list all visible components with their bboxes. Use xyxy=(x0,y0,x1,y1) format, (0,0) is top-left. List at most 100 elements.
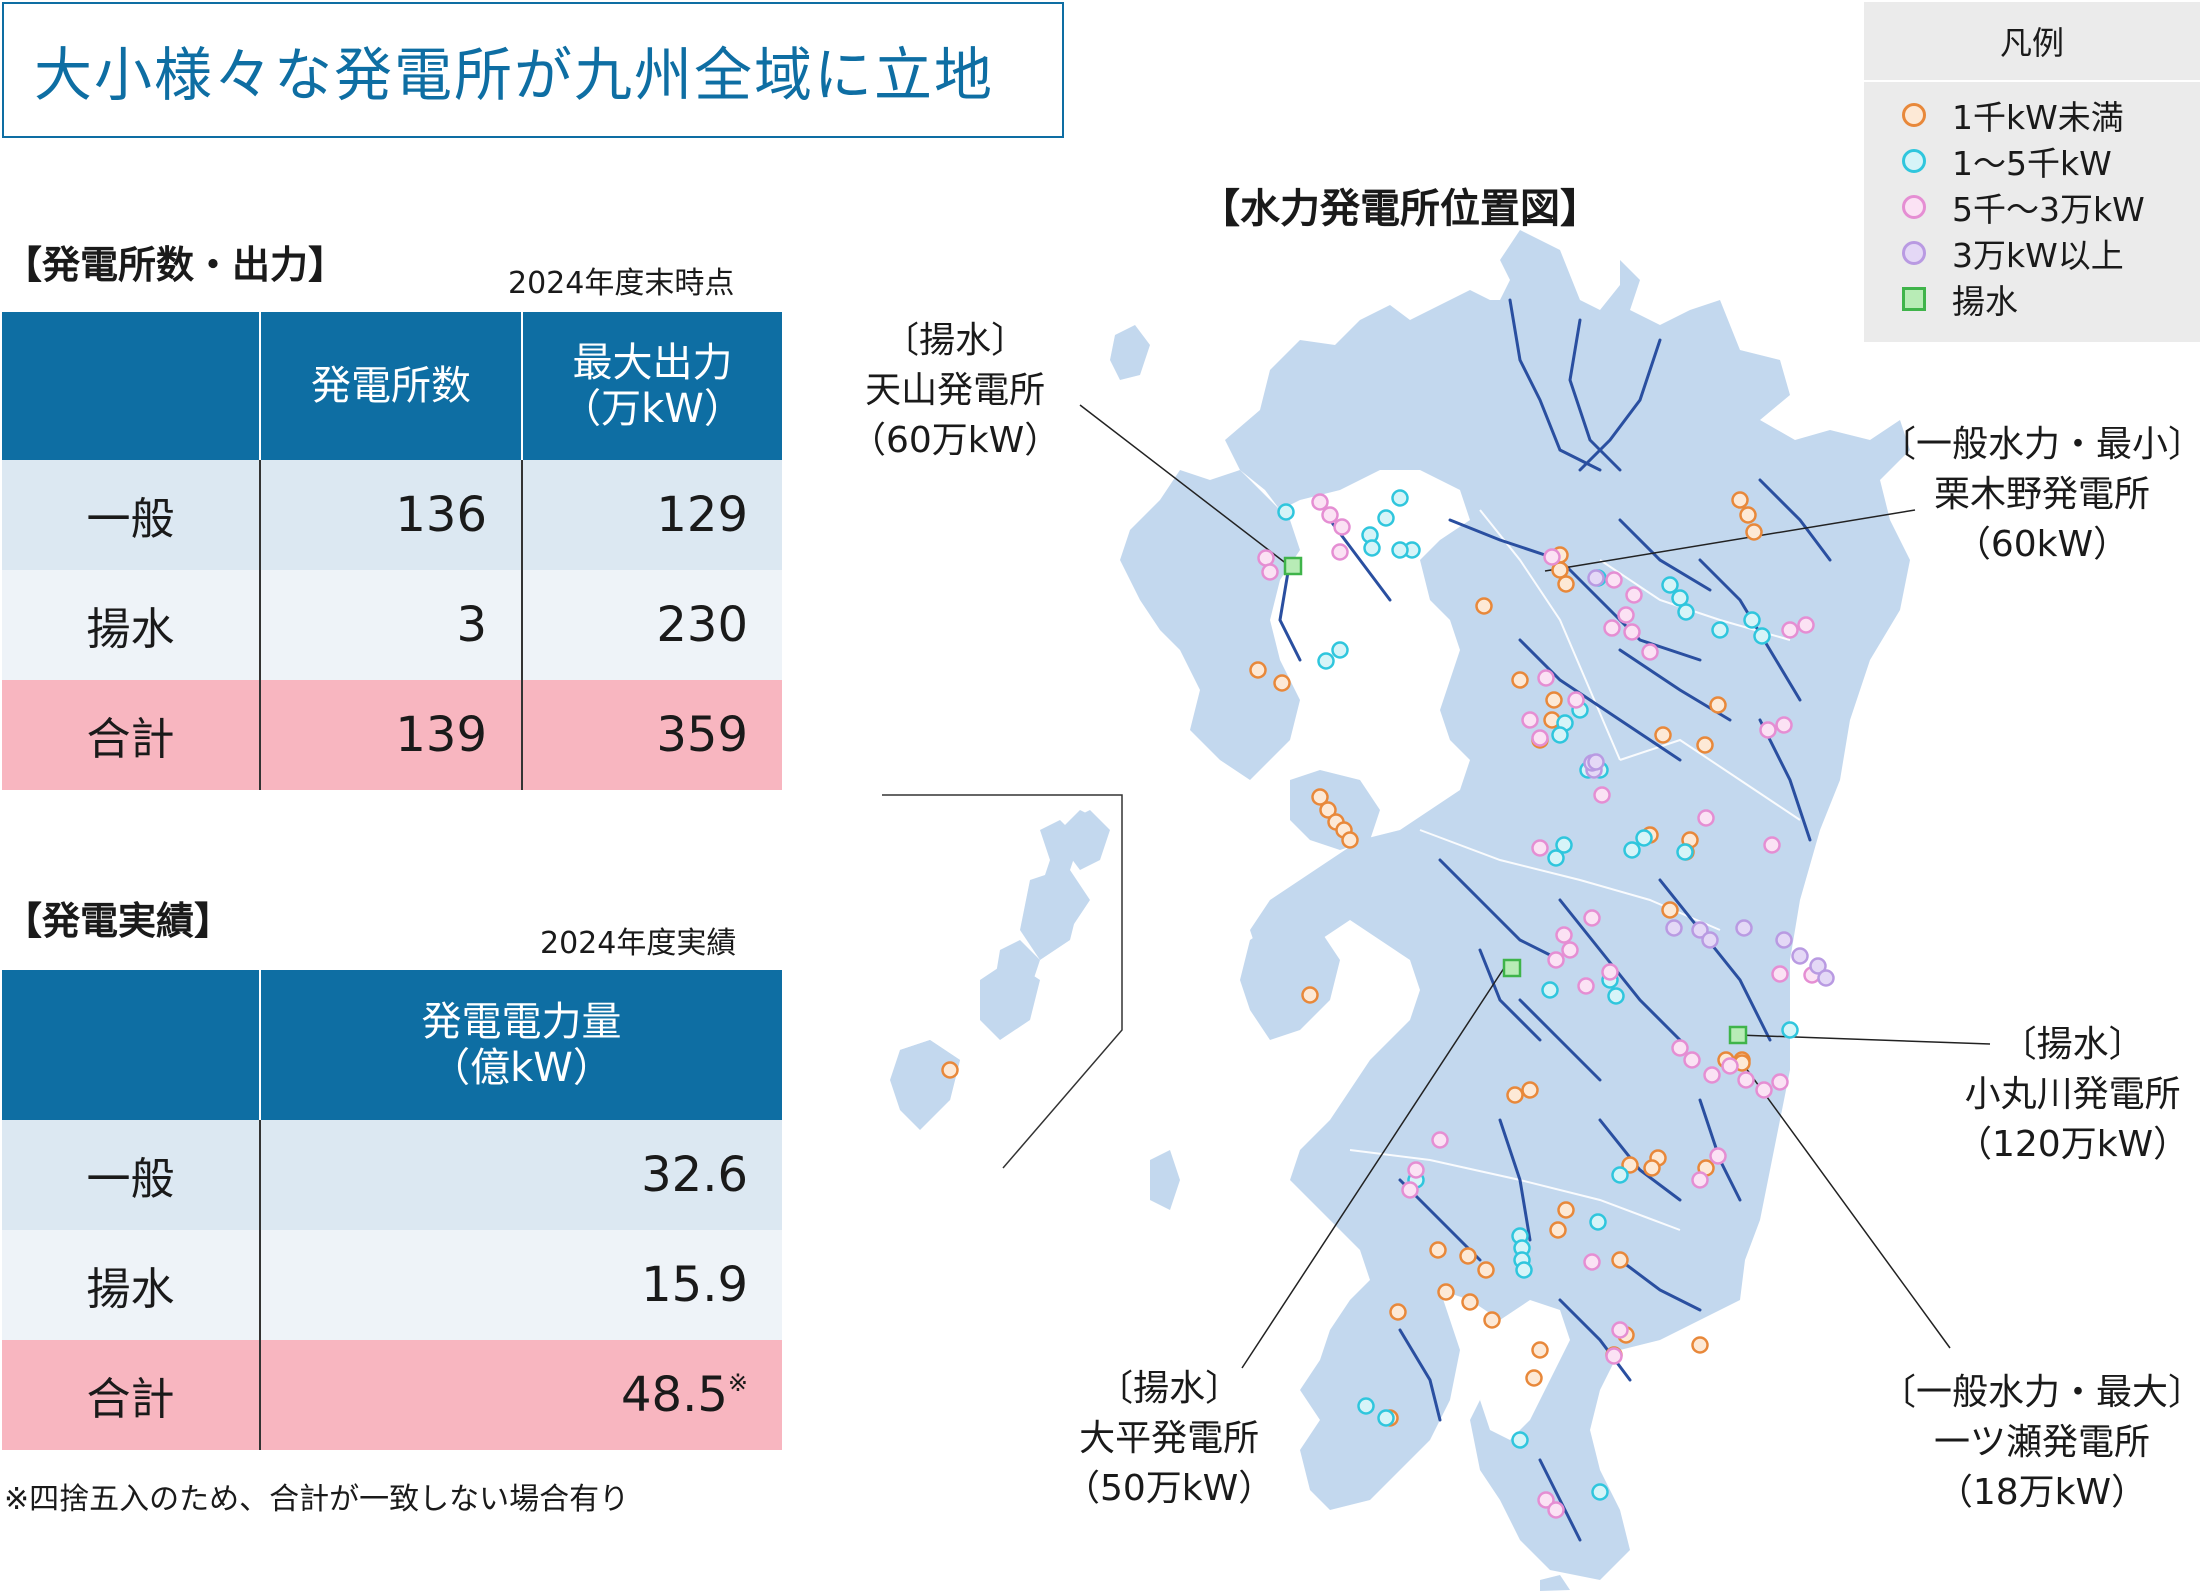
pumped-storage-marker xyxy=(1728,1025,1748,1045)
hydro-plant-marker xyxy=(1577,977,1595,995)
generation-table: 発電電力量 （億kW） 一般 32.6 揚水 15.9 合計 48.5※ xyxy=(2,970,782,1450)
hydro-plant-marker xyxy=(1771,965,1789,983)
hydro-plant-marker xyxy=(1551,726,1569,744)
callout-komarugawa: 〔揚水〕 小丸川発電所 （120万kW） xyxy=(1956,1020,2189,1170)
hydro-plant-marker xyxy=(1311,788,1329,806)
capacity-header-output-text: 最大出力 （万kW） xyxy=(561,340,744,432)
legend-item: 揚水 xyxy=(1864,276,2200,322)
hydro-plant-marker xyxy=(1317,652,1335,670)
legend-item: 3万kW以上 xyxy=(1864,230,2200,276)
hydro-plant-marker xyxy=(1377,509,1395,527)
table-row: 一般 136 129 xyxy=(2,460,782,570)
hydro-plant-marker xyxy=(1593,786,1611,804)
hydro-plant-marker xyxy=(1755,1081,1773,1099)
hydro-plant-marker xyxy=(1671,589,1689,607)
hydro-plant-marker xyxy=(1617,606,1635,624)
hydro-plant-marker xyxy=(1605,571,1623,589)
capacity-header-output: 最大出力 （万kW） xyxy=(522,312,782,460)
legend-label: 1千kW未満 xyxy=(1952,98,2124,137)
hydro-plant-marker xyxy=(1547,1501,1565,1519)
kyushu-mainland xyxy=(1225,230,1910,1580)
hydro-plant-marker xyxy=(1641,643,1659,661)
headline-text: 大小様々な発電所が九州全域に立地 xyxy=(34,41,995,109)
row-value: 32.6 xyxy=(260,1120,782,1230)
hydro-plant-marker xyxy=(1623,841,1641,859)
capacity-header-blank xyxy=(2,312,261,460)
hydro-plant-marker xyxy=(1521,1081,1539,1099)
hydro-plant-marker xyxy=(1623,623,1641,641)
legend-item: 1～5千kW xyxy=(1864,138,2200,184)
hydro-plant-marker xyxy=(1583,1253,1601,1271)
hydro-plant-marker xyxy=(1311,493,1329,511)
iki-island xyxy=(1110,325,1150,380)
hydro-plant-marker xyxy=(1697,809,1715,827)
row-output: 359 xyxy=(522,680,782,790)
row-label: 一般 xyxy=(2,460,261,570)
hydro-plant-marker xyxy=(1605,1347,1623,1365)
callout-capacity: （50万kW） xyxy=(1064,1468,1275,1509)
koshiki-islands xyxy=(1150,1150,1180,1210)
capacity-header-row: 発電所数 最大出力 （万kW） xyxy=(2,312,782,460)
row-count: 136 xyxy=(260,460,523,570)
hydro-plant-marker xyxy=(1537,669,1555,687)
hydro-plant-marker xyxy=(1531,729,1549,747)
hydro-plant-marker xyxy=(1525,1369,1543,1387)
callout-amayama: 〔揚水〕 天山発電所 （60万kW） xyxy=(850,316,1060,466)
hydro-plant-marker xyxy=(1331,641,1349,659)
hydro-plant-marker xyxy=(1477,1261,1495,1279)
green-square-icon xyxy=(1902,287,1926,311)
footnote-mark: ※ xyxy=(727,1369,748,1397)
legend-divider xyxy=(1864,80,2200,82)
generation-title: 【発電実績】 xyxy=(4,899,233,943)
hydro-plant-marker xyxy=(1759,721,1777,739)
hydro-plant-marker xyxy=(1745,523,1763,541)
row-output: 129 xyxy=(522,460,782,570)
hydro-plant-marker xyxy=(1676,843,1694,861)
hydro-plant-marker xyxy=(1583,909,1601,927)
hydro-plant-marker xyxy=(1603,619,1621,637)
hydro-plant-marker xyxy=(1437,1283,1455,1301)
hydro-plant-marker xyxy=(1654,726,1672,744)
hydro-plant-marker xyxy=(1721,1057,1739,1075)
callout-ohira: 〔揚水〕 大平発電所 （50万kW） xyxy=(1064,1364,1274,1514)
power-plant-markers xyxy=(941,489,1835,1519)
hydro-plant-marker xyxy=(1333,518,1351,536)
table-row: 揚水 3 230 xyxy=(2,570,782,680)
row-value: 15.9 xyxy=(260,1230,782,1340)
hydro-plant-marker xyxy=(1709,1147,1727,1165)
hydro-plant-marker xyxy=(1459,1247,1477,1265)
hydro-plant-marker xyxy=(1691,1171,1709,1189)
hydro-plant-marker xyxy=(1737,1071,1755,1089)
callout-kurikino: 〔一般水力・最小〕 栗木野発電所 （60kW） xyxy=(1880,420,2201,570)
nagasaki-peninsula xyxy=(1120,470,1300,780)
hydro-plant-marker xyxy=(1607,987,1625,1005)
capacity-header-count: 発電所数 xyxy=(260,312,523,460)
hydro-plant-marker xyxy=(1249,661,1267,679)
callout-name: 小丸川発電所 xyxy=(1964,1074,2181,1115)
hydro-plant-marker xyxy=(1771,1073,1789,1091)
callout-hitotsuse: 〔一般水力・最大〕 一ツ瀬発電所 （18万kW） xyxy=(1880,1368,2201,1518)
hydro-plant-marker xyxy=(1561,941,1579,959)
hydro-plant-marker xyxy=(1407,1161,1425,1179)
hydro-plant-marker xyxy=(1506,1086,1524,1104)
hydro-plant-marker xyxy=(1401,1181,1419,1199)
hydro-plant-marker xyxy=(1797,616,1815,634)
hydro-plant-marker xyxy=(1635,829,1653,847)
hydro-plant-marker xyxy=(1753,627,1771,645)
hydro-plant-marker xyxy=(1545,691,1563,709)
hydro-plant-marker xyxy=(1601,963,1619,981)
hydro-plant-marker xyxy=(1557,1201,1575,1219)
hydro-plant-marker xyxy=(1625,586,1643,604)
hydro-plant-marker xyxy=(1391,541,1409,559)
generation-header-blank xyxy=(2,970,261,1120)
hydro-plant-marker xyxy=(1543,548,1561,566)
hydro-plant-marker xyxy=(1551,561,1569,579)
hydro-plant-marker xyxy=(1709,696,1727,714)
hydro-plant-marker xyxy=(1549,1221,1567,1239)
hydro-plant-marker xyxy=(1483,1311,1501,1329)
hydro-plant-marker xyxy=(1587,569,1605,587)
orange-circle-icon xyxy=(1902,103,1926,127)
inset-frame xyxy=(882,794,1123,1169)
hydro-plant-marker xyxy=(1665,919,1683,937)
hydro-plant-marker xyxy=(1696,736,1714,754)
